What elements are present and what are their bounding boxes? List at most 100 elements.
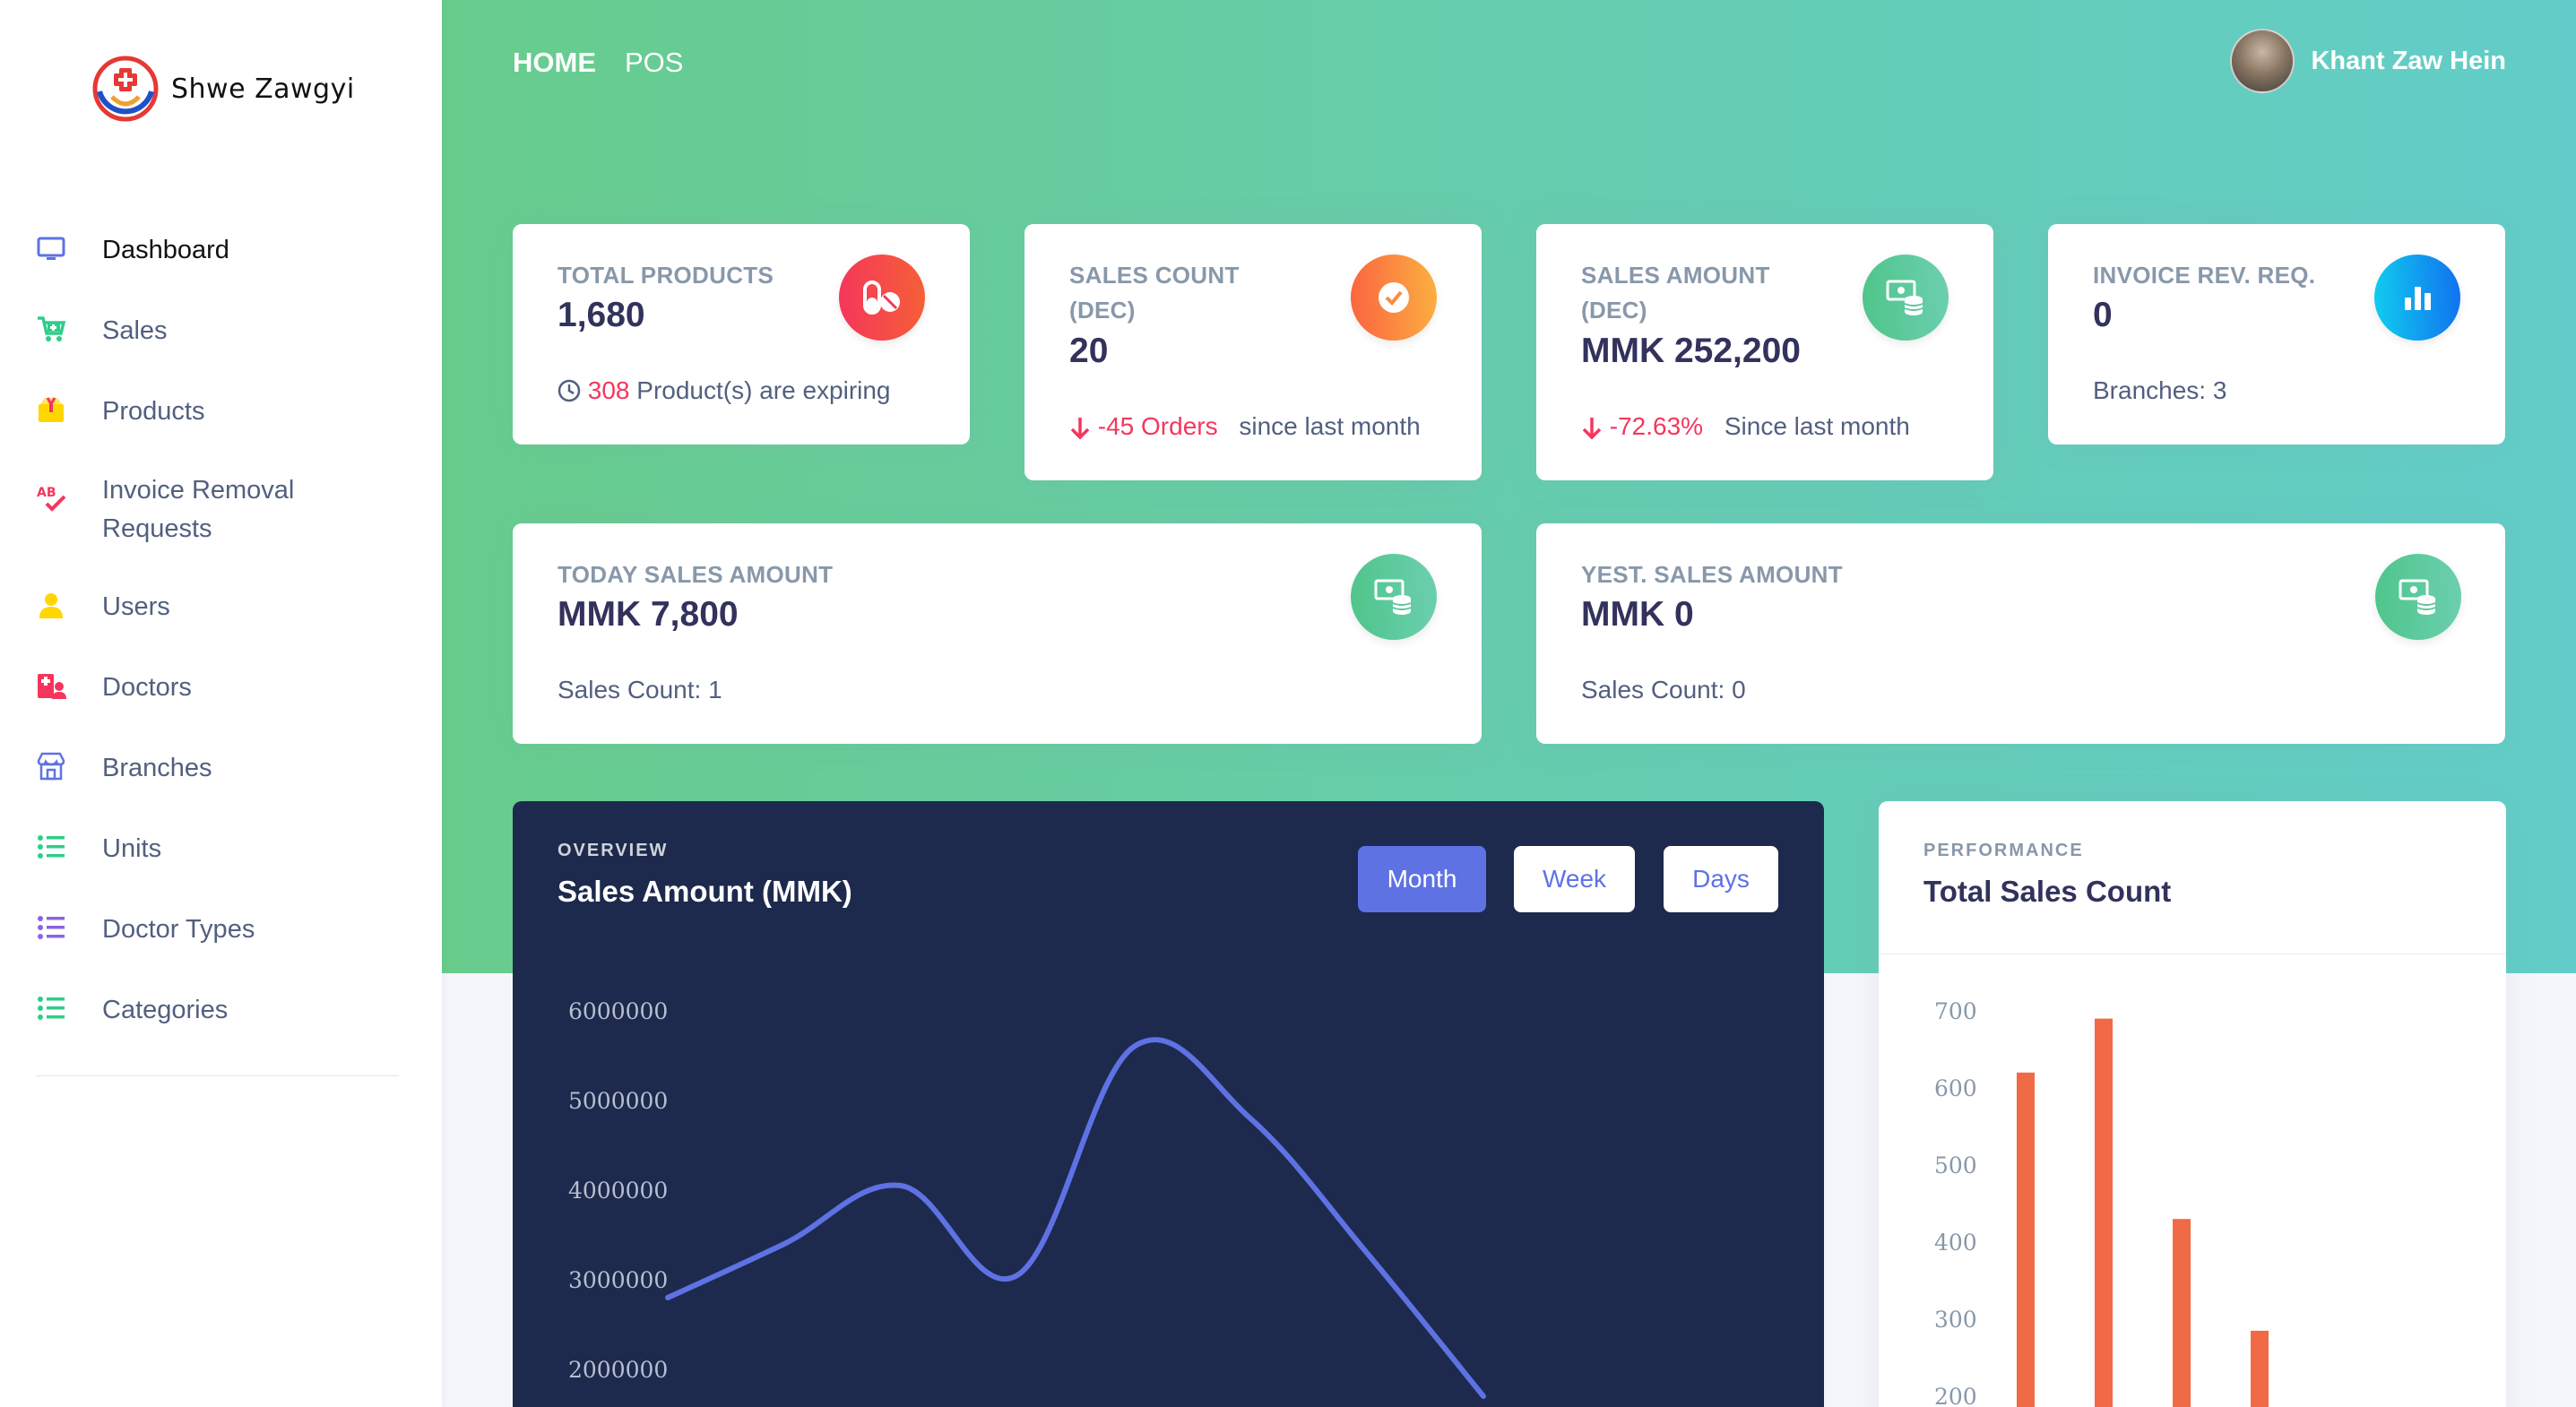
change-since: since last month	[1239, 412, 1421, 440]
money-coins-icon	[1351, 554, 1437, 640]
sales-amount-line-chart: 2000000 3000000 4000000 5000000 6000000	[568, 998, 1486, 1399]
sidebar-item-label: Users	[102, 592, 170, 621]
arrow-down-icon	[1070, 417, 1090, 440]
card-title: Invoice Rev. Req.	[2093, 262, 2316, 289]
nav-link-pos[interactable]: POS	[625, 47, 684, 78]
change-value: -72.63%	[1609, 412, 1704, 440]
invoice-rev-card: Invoice Rev. Req. 0 Branches: 3	[2048, 224, 2505, 445]
sales-count-bar[interactable]	[2095, 1018, 2113, 1407]
sidebar-item-label: Units	[102, 834, 162, 863]
sidebar-item-label: Doctor Types	[102, 915, 255, 944]
sidebar-item-users[interactable]: Users	[36, 588, 412, 626]
y-tick-label: 700	[1934, 998, 1977, 1024]
sidebar-item-categories[interactable]: Categories	[36, 991, 412, 1030]
brand-name: Shwe Zawgyi	[171, 73, 355, 105]
card-title: Sales Count (Dec)	[1069, 262, 1240, 324]
y-tick-label: 600	[1934, 1075, 1977, 1101]
user-icon	[39, 593, 63, 618]
sidebar-item-doctor-types[interactable]: Doctor Types	[36, 911, 412, 949]
svg-text:AB: AB	[37, 486, 56, 500]
monitor-icon	[37, 237, 65, 260]
list-icon	[38, 916, 65, 939]
top-navigation: HOME POS	[513, 47, 683, 79]
y-tick-label: 3000000	[568, 1267, 668, 1293]
card-title: Total Products	[558, 262, 774, 289]
brand[interactable]: Shwe Zawgyi	[92, 54, 355, 124]
sidebar-item-products[interactable]: Products	[36, 393, 412, 431]
spellcheck-icon: AB	[37, 486, 66, 512]
total-sales-count-chart-card: Performance Total Sales Count 200 300 400 5…	[1879, 801, 2506, 1407]
card-value: 1,680	[558, 296, 645, 334]
user-menu[interactable]: Khant Zaw Hein	[2230, 29, 2506, 93]
y-tick-label: 4000000	[568, 1178, 668, 1204]
avatar[interactable]	[2230, 29, 2295, 93]
pharmacy-logo-icon	[92, 56, 159, 122]
y-tick-label: 5000000	[568, 1088, 668, 1114]
list-icon	[38, 835, 65, 859]
card-value: 0	[2093, 296, 2113, 334]
sidebar-divider	[36, 1075, 399, 1076]
sales-count-card: Sales Count (Dec) 20 -45 Orders since la…	[1024, 224, 1482, 480]
card-footer: Branches: 3	[2093, 376, 2227, 404]
week-button[interactable]: Week	[1514, 846, 1635, 912]
sidebar-item-label: Sales	[102, 316, 168, 345]
list-icon	[38, 997, 65, 1020]
check-icon	[1351, 255, 1437, 341]
today-sales-card: Today Sales Amount MMK 7,800 Sales Count…	[513, 523, 1482, 744]
card-title: Yest. Sales Amount	[1581, 561, 1843, 588]
y-tick-label: 400	[1934, 1230, 1977, 1256]
card-value: 20	[1069, 332, 1109, 370]
y-tick-label: 200	[1934, 1384, 1977, 1407]
user-name: Khant Zaw Hein	[2311, 46, 2506, 75]
card-title: Today Sales Amount	[558, 561, 834, 588]
money-coins-icon	[2375, 554, 2461, 640]
chart-overline: Overview	[558, 841, 669, 860]
card-title: Sales Amount (Dec)	[1581, 262, 1770, 324]
total-sales-count-bar-chart: 200 300 400 500 600 700	[1934, 998, 2269, 1407]
sales-count-bar[interactable]	[2173, 1219, 2191, 1407]
nav-link-home[interactable]: HOME	[513, 47, 596, 78]
y-tick-label: 6000000	[568, 998, 668, 1024]
sidebar-item-dashboard[interactable]: Dashboard	[36, 231, 412, 270]
arrow-down-icon	[1582, 417, 1602, 440]
days-button[interactable]: Days	[1664, 846, 1778, 912]
sales-amount-card: Sales Amount (Dec) MMK 252,200 -72.63% S…	[1536, 224, 1993, 480]
pills-icon	[839, 255, 925, 341]
card-footer: -45 Orders since last month	[1069, 412, 1421, 441]
month-button[interactable]: Month	[1358, 846, 1486, 912]
chart-overline: Performance	[1923, 841, 2084, 860]
box-icon	[39, 397, 64, 422]
store-icon	[37, 752, 65, 781]
money-coins-icon	[1863, 255, 1949, 341]
change-value: -45 Orders	[1097, 412, 1218, 440]
sales-amount-series-line	[665, 1037, 1486, 1399]
sales-count-bar[interactable]	[2017, 1072, 2035, 1407]
chart-title: Total Sales Count	[1923, 875, 2172, 908]
sales-count-bar[interactable]	[2251, 1330, 2269, 1407]
card-footer: -72.63% Since last month	[1581, 412, 1910, 441]
card-value: MMK 0	[1581, 595, 1694, 634]
sidebar-item-label: Products	[102, 397, 205, 426]
card-footer: Sales Count: 1	[558, 676, 722, 704]
expiring-text: Product(s) are expiring	[636, 376, 891, 404]
total-products-card: Total Products 1,680 308 Product(s) are …	[513, 224, 970, 445]
chart-title: Sales Amount (MMK)	[558, 875, 852, 908]
card-value: MMK 252,200	[1581, 332, 1801, 370]
y-tick-label: 2000000	[568, 1357, 668, 1383]
sidebar-item-doctors[interactable]: Doctors	[36, 669, 412, 707]
expiring-count: 308	[587, 376, 630, 404]
y-tick-label: 300	[1934, 1307, 1977, 1333]
clock-icon	[558, 379, 581, 402]
sidebar-item-label: Doctors	[102, 673, 192, 702]
sidebar-item-branches[interactable]: Branches	[36, 749, 412, 788]
bar-chart-icon	[2374, 255, 2460, 341]
sidebar-item-invoice-removal-requests[interactable]: AB Invoice Removal Requests	[36, 471, 412, 548]
sidebar-item-units[interactable]: Units	[36, 830, 412, 868]
sidebar: Shwe Zawgyi Dashboard Sales	[0, 0, 442, 1407]
sidebar-item-sales[interactable]: Sales	[36, 312, 412, 350]
yesterday-sales-card: Yest. Sales Amount MMK 0 Sales Count: 0	[1536, 523, 2505, 744]
sidebar-item-label: Branches	[102, 754, 212, 782]
card-footer: Sales Count: 0	[1581, 676, 1746, 704]
card-value: MMK 7,800	[558, 595, 739, 634]
cart-icon	[38, 316, 66, 341]
